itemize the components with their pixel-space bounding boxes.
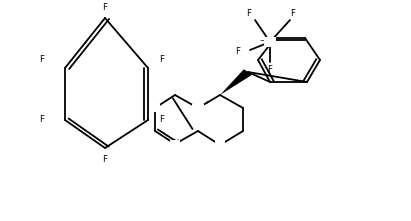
Text: F: F bbox=[247, 10, 252, 19]
Bar bbox=[215, 141, 225, 149]
Text: N: N bbox=[195, 103, 201, 112]
Polygon shape bbox=[220, 69, 252, 95]
Text: F: F bbox=[291, 10, 296, 19]
Text: O: O bbox=[217, 141, 223, 149]
Text: F: F bbox=[39, 55, 44, 65]
Text: F: F bbox=[159, 55, 164, 65]
Text: F: F bbox=[159, 116, 164, 124]
Text: F: F bbox=[102, 156, 108, 164]
Text: N: N bbox=[152, 103, 158, 112]
Text: B: B bbox=[267, 38, 273, 46]
Bar bbox=[264, 37, 276, 47]
Text: N: N bbox=[172, 139, 178, 149]
Text: −: − bbox=[260, 38, 264, 42]
Bar bbox=[150, 104, 160, 112]
Text: F: F bbox=[268, 65, 272, 74]
Text: F: F bbox=[39, 116, 44, 124]
Text: F: F bbox=[236, 48, 240, 57]
Text: F: F bbox=[102, 4, 108, 13]
Bar bbox=[192, 103, 204, 112]
Bar bbox=[170, 140, 180, 148]
Text: +: + bbox=[205, 101, 209, 105]
